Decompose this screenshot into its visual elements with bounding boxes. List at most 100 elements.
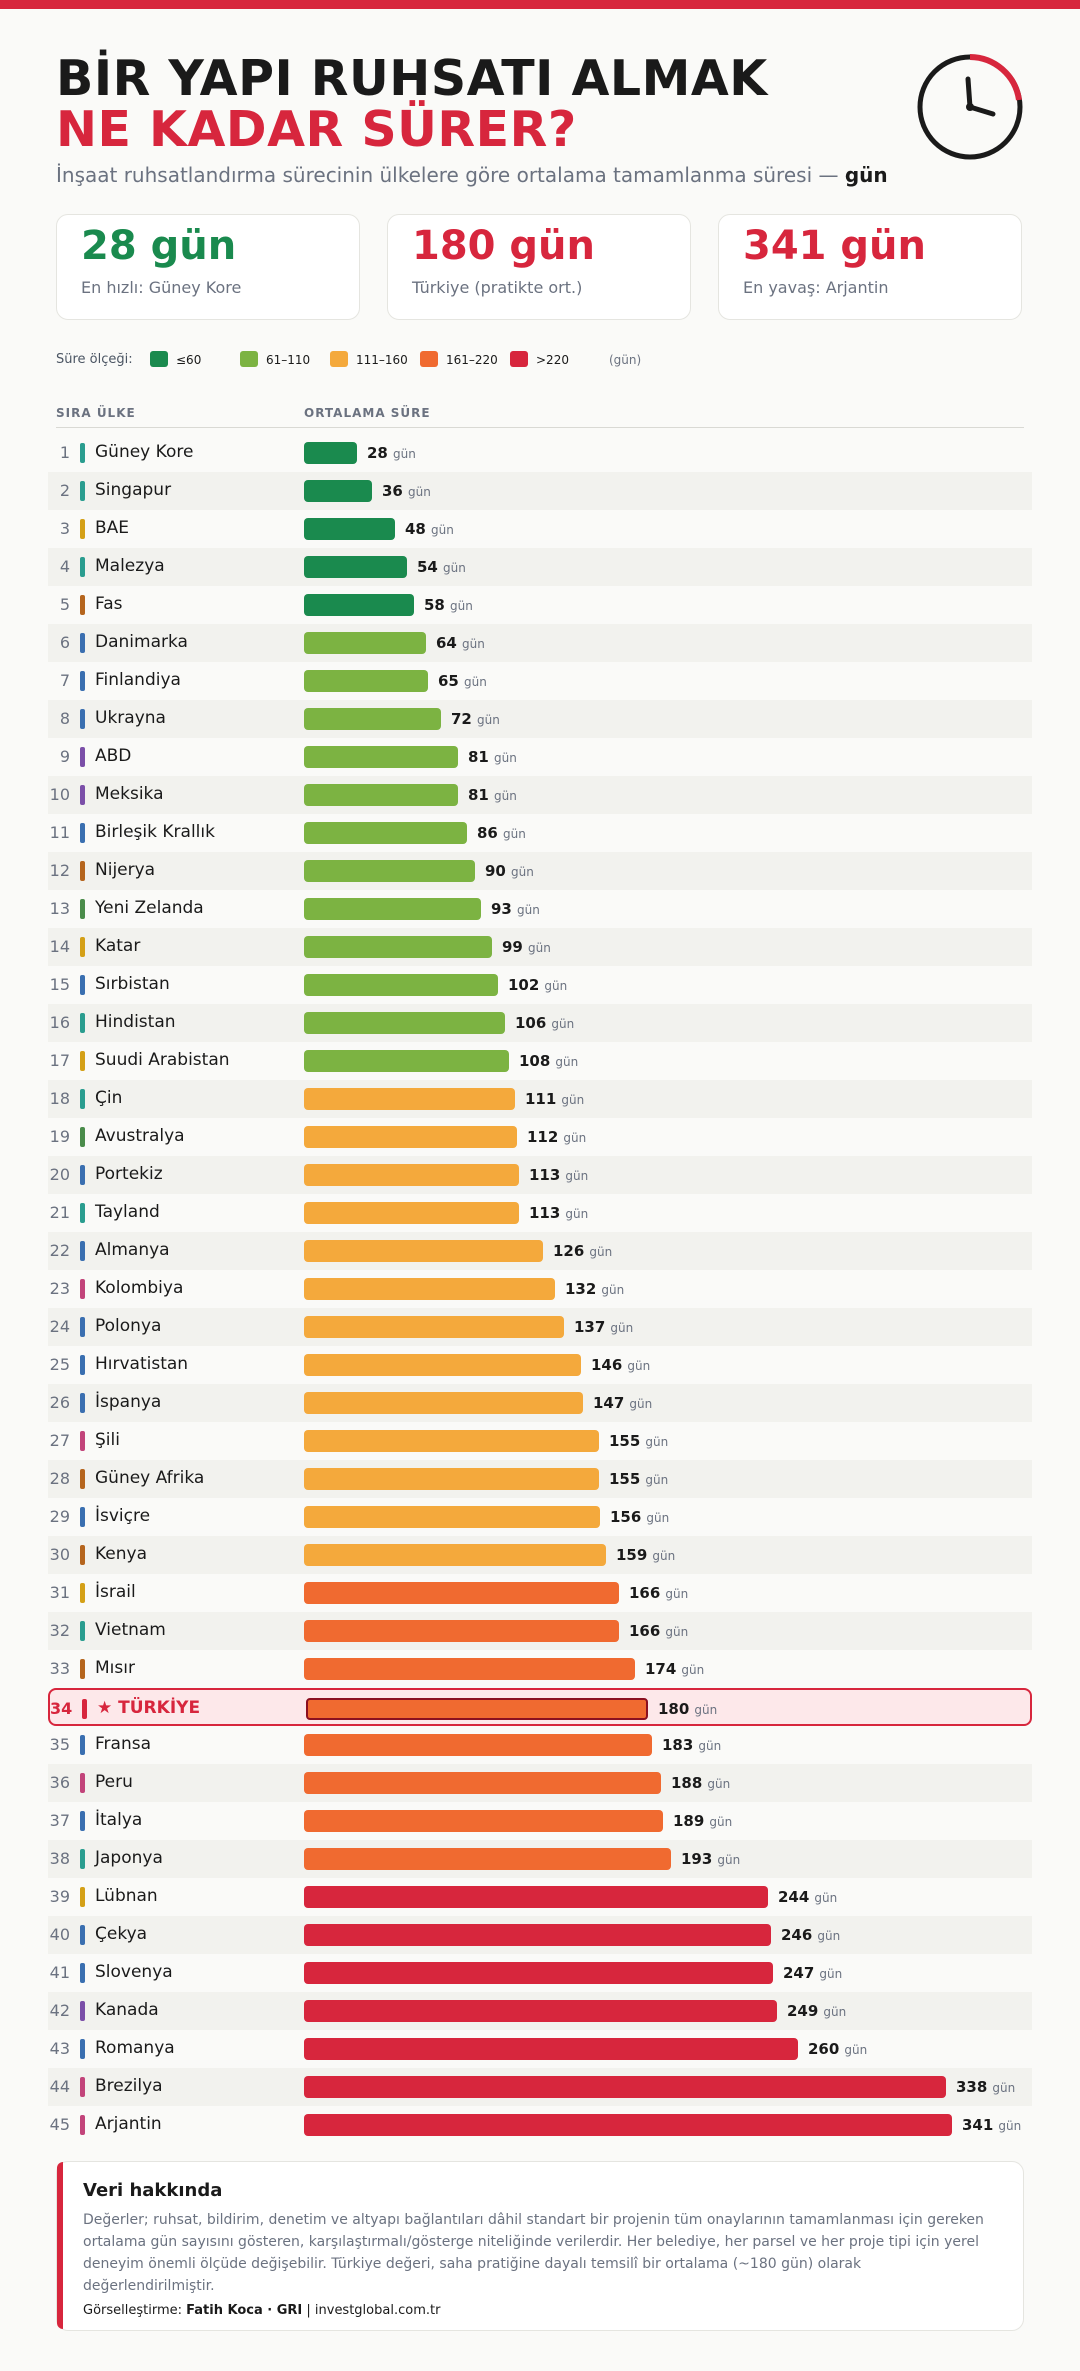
value-number: 341: [962, 2116, 994, 2134]
row-color-tick: [80, 861, 85, 881]
row-country: Mısır: [95, 1658, 135, 1678]
value-unit: gün: [665, 1625, 689, 1639]
row-color-tick: [80, 1583, 85, 1603]
table-row: 35 Fransa 183 gün: [48, 1726, 1032, 1764]
bar: [304, 1734, 652, 1756]
row-country: İsrail: [95, 1582, 136, 1602]
row-country: Slovenya: [95, 1962, 173, 1982]
row-color-tick: [80, 1811, 85, 1831]
value-label: 81 gün: [468, 747, 517, 766]
row-country: Romanya: [95, 2038, 175, 2058]
row-rank: 38: [49, 1849, 70, 1868]
row-color-tick: [80, 1051, 85, 1071]
value-unit: gün: [844, 2043, 868, 2057]
row-rank: 6: [59, 633, 70, 652]
value-unit: gün: [709, 1815, 733, 1829]
row-country: İtalya: [95, 1810, 143, 1830]
value-label: 166 gün: [629, 1583, 688, 1602]
table-row: 40 Çekya 246 gün: [48, 1916, 1032, 1954]
value-number: 180: [658, 1700, 690, 1718]
value-number: 137: [574, 1318, 606, 1336]
row-color-tick: [80, 1431, 85, 1451]
value-label: 159 gün: [616, 1545, 675, 1564]
value-number: 155: [609, 1470, 641, 1488]
row-country: Sırbistan: [95, 974, 170, 994]
value-label: 28 gün: [367, 443, 416, 462]
row-color-tick: [80, 1887, 85, 1907]
value-label: 64 gün: [436, 633, 485, 652]
value-unit: gün: [392, 447, 416, 461]
row-color-tick: [80, 975, 85, 995]
value-label: 156 gün: [610, 1507, 669, 1526]
value-unit: gün: [717, 1853, 741, 1867]
bar: [304, 2038, 798, 2060]
row-rank: 2: [59, 481, 70, 500]
stat-value: 180 gün: [412, 223, 596, 269]
row-rank: 41: [49, 1963, 70, 1982]
row-country: Tayland: [95, 1202, 160, 1222]
credit-suffix: | investglobal.com.tr: [302, 2303, 441, 2318]
row-country: Polonya: [95, 1316, 162, 1336]
table-row: 7 Finlandiya 65 gün: [48, 662, 1032, 700]
value-label: 106 gün: [515, 1013, 574, 1032]
note-title: Veri hakkında: [83, 2180, 223, 2201]
value-number: 65: [438, 672, 459, 690]
row-country: Japonya: [95, 1848, 163, 1868]
value-number: 102: [508, 976, 540, 994]
bar: [304, 1620, 619, 1642]
table-row: 28 Güney Afrika 155 gün: [48, 1460, 1032, 1498]
value-label: 58 gün: [424, 595, 473, 614]
value-number: 54: [417, 558, 438, 576]
row-color-tick: [82, 1699, 87, 1719]
value-label: 111 gün: [525, 1089, 584, 1108]
value-unit: gün: [646, 1511, 670, 1525]
value-unit: gün: [589, 1245, 613, 1259]
bar: [304, 594, 414, 616]
table-row: 42 Kanada 249 gün: [48, 1992, 1032, 2030]
row-country: Finlandiya: [95, 670, 181, 690]
stat-caption: En hızlı: Güney Kore: [81, 278, 242, 297]
column-header-duration: ORTALAMA SÜRE: [304, 406, 431, 420]
table-row: 14 Katar 99 gün: [48, 928, 1032, 966]
value-label: 247 gün: [783, 1963, 842, 1982]
value-unit: gün: [610, 1321, 634, 1335]
row-country: Çin: [95, 1088, 123, 1108]
value-label: 90 gün: [485, 861, 534, 880]
value-label: 86 gün: [477, 823, 526, 842]
value-unit: gün: [551, 1017, 575, 1031]
value-label: 155 gün: [609, 1469, 668, 1488]
column-header-rank-country: SIRA ÜLKE: [56, 406, 136, 420]
row-color-tick: [80, 1925, 85, 1945]
value-unit: gün: [681, 1663, 705, 1677]
value-unit: gün: [442, 561, 466, 575]
row-country: Fas: [95, 594, 123, 614]
stat-card-slowest: 341 gün En yavaş: Arjantin: [718, 214, 1022, 320]
value-number: 260: [808, 2040, 840, 2058]
header-divider: [56, 427, 1024, 428]
value-unit: gün: [527, 941, 551, 955]
value-number: 189: [673, 1812, 705, 1830]
row-color-tick: [80, 481, 85, 501]
legend-item: ≤60: [176, 353, 202, 367]
row-rank: 24: [49, 1317, 70, 1336]
value-label: 174 gün: [645, 1659, 704, 1678]
row-rank: 10: [49, 785, 70, 804]
value-number: 247: [783, 1964, 815, 1982]
legend-swatch: [510, 351, 528, 367]
row-country: Malezya: [95, 556, 165, 576]
row-color-tick: [80, 1279, 85, 1299]
value-number: 147: [593, 1394, 625, 1412]
value-label: 108 gün: [519, 1051, 578, 1070]
row-color-tick: [80, 1545, 85, 1565]
value-label: 166 gün: [629, 1621, 688, 1640]
clock-icon: [917, 54, 1023, 160]
value-unit: gün: [652, 1549, 676, 1563]
value-label: 132 gün: [565, 1279, 624, 1298]
stat-value: 341 gün: [743, 223, 927, 269]
value-label: 65 gün: [438, 671, 487, 690]
row-color-tick: [80, 1355, 85, 1375]
value-number: 126: [553, 1242, 585, 1260]
table-row: 17 Suudi Arabistan 108 gün: [48, 1042, 1032, 1080]
table-row: 3 BAE 48 gün: [48, 510, 1032, 548]
value-number: 48: [405, 520, 426, 538]
